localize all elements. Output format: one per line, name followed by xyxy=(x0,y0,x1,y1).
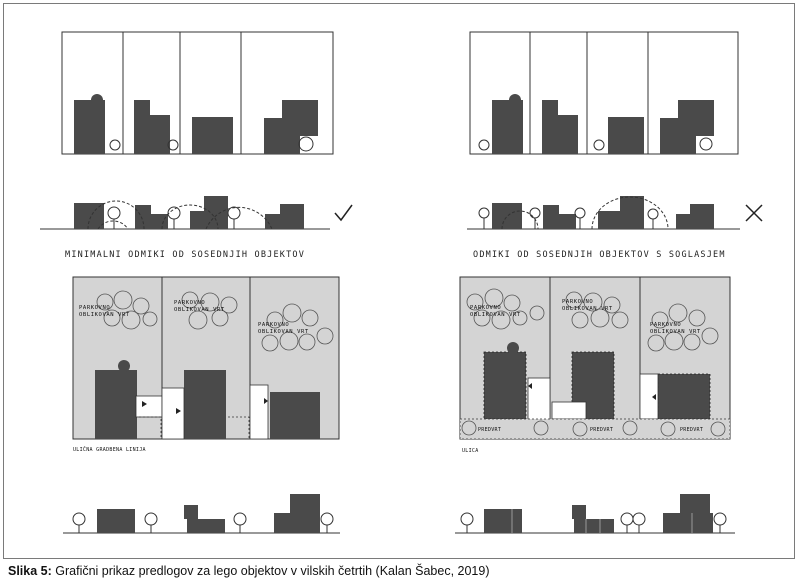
section-label-minimal: MINIMALNI ODMIKI OD SOSEDNJIH OBJEKTOV xyxy=(65,250,305,260)
garden-label-2: PARKOVNO xyxy=(174,300,205,306)
elevation-consent xyxy=(467,196,740,230)
plan-minimal-offsets xyxy=(61,31,334,155)
site-plan-diagram: MINIMALNI ODMIKI OD SOSEDNJIH OBJEKTOV O… xyxy=(40,31,763,534)
garden-label-1: PARKOVNO xyxy=(79,305,110,311)
garden-label-2b: OBLIKOVAN VRT xyxy=(174,307,225,313)
garden-label-4b: OBLIKOVAN VRT xyxy=(470,312,521,318)
figure-caption: Slika 5: Grafični prikaz predlogov za le… xyxy=(8,564,490,578)
front-garden-label-1: PREDVRT xyxy=(478,427,501,433)
plan-consent-offsets xyxy=(469,31,739,155)
elevation-bottom-left xyxy=(63,494,340,534)
front-garden-label-2: PREDVRT xyxy=(590,427,613,433)
site-plan-right: PARKOVNO OBLIKOVAN VRT PARKOVNO OBLIKOVA… xyxy=(459,276,731,454)
elevation-bottom-right xyxy=(455,494,735,534)
garden-label-1b: OBLIKOVAN VRT xyxy=(79,312,130,318)
elevation-minimal xyxy=(40,196,330,230)
garden-label-6: PARKOVNO xyxy=(650,322,681,328)
garden-label-4: PARKOVNO xyxy=(470,305,501,311)
street-line-label: ULIČNA GRADBENA LINIJA xyxy=(73,446,146,453)
street-label: ULICA xyxy=(462,448,479,454)
garden-label-6b: OBLIKOVAN VRT xyxy=(650,329,701,335)
section-label-consent: ODMIKI OD SOSEDNJIH OBJEKTOV S SOGLASJEM xyxy=(473,250,726,260)
caption-text: Grafični prikaz predlogov za lego objekt… xyxy=(51,564,490,578)
garden-label-5b: OBLIKOVAN VRT xyxy=(562,306,613,312)
site-plan-left: PARKOVNO OBLIKOVAN VRT PARKOVNO OBLIKOVA… xyxy=(72,276,340,453)
garden-label-3b: OBLIKOVAN VRT xyxy=(258,329,309,335)
plan-block xyxy=(469,31,739,155)
check-icon xyxy=(334,204,353,222)
garden-label-5: PARKOVNO xyxy=(562,299,593,305)
cross-icon xyxy=(745,204,763,222)
front-garden-label-3: PREDVRT xyxy=(680,427,703,433)
garden-label-3: PARKOVNO xyxy=(258,322,289,328)
caption-prefix: Slika 5: xyxy=(8,564,52,578)
figure-frame xyxy=(3,3,795,559)
